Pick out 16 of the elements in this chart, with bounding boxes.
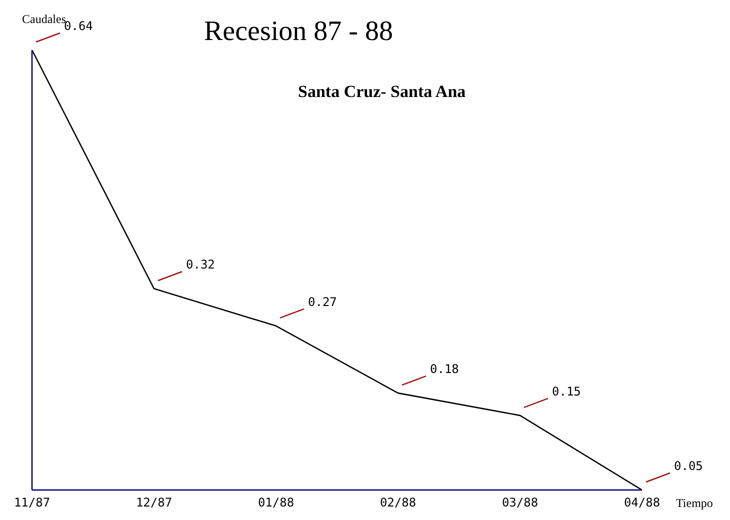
x-tick-label: 11/87 — [14, 496, 50, 510]
y-axis-title: Caudales — [22, 12, 66, 26]
data-label: 0.18 — [430, 362, 459, 376]
x-tick-label: 03/88 — [502, 496, 538, 510]
data-label: 0.27 — [308, 294, 337, 309]
x-tick-label: 12/87 — [136, 496, 172, 510]
data-label: 0.64 — [64, 19, 93, 33]
data-label: 0.15 — [552, 384, 581, 398]
text: Santa Cruz- Santa Ana — [298, 82, 466, 102]
x-tick-label: 04/88 — [624, 496, 660, 510]
x-tick-label: 02/88 — [380, 496, 416, 510]
chart-title: Recesion 87 - 88 — [204, 16, 393, 48]
x-tick-label: 01/88 — [258, 496, 294, 510]
data-label: 0.05 — [674, 459, 703, 473]
data-label: 0.32 — [186, 258, 215, 272]
x-axis-title: Tiempo — [676, 496, 713, 511]
